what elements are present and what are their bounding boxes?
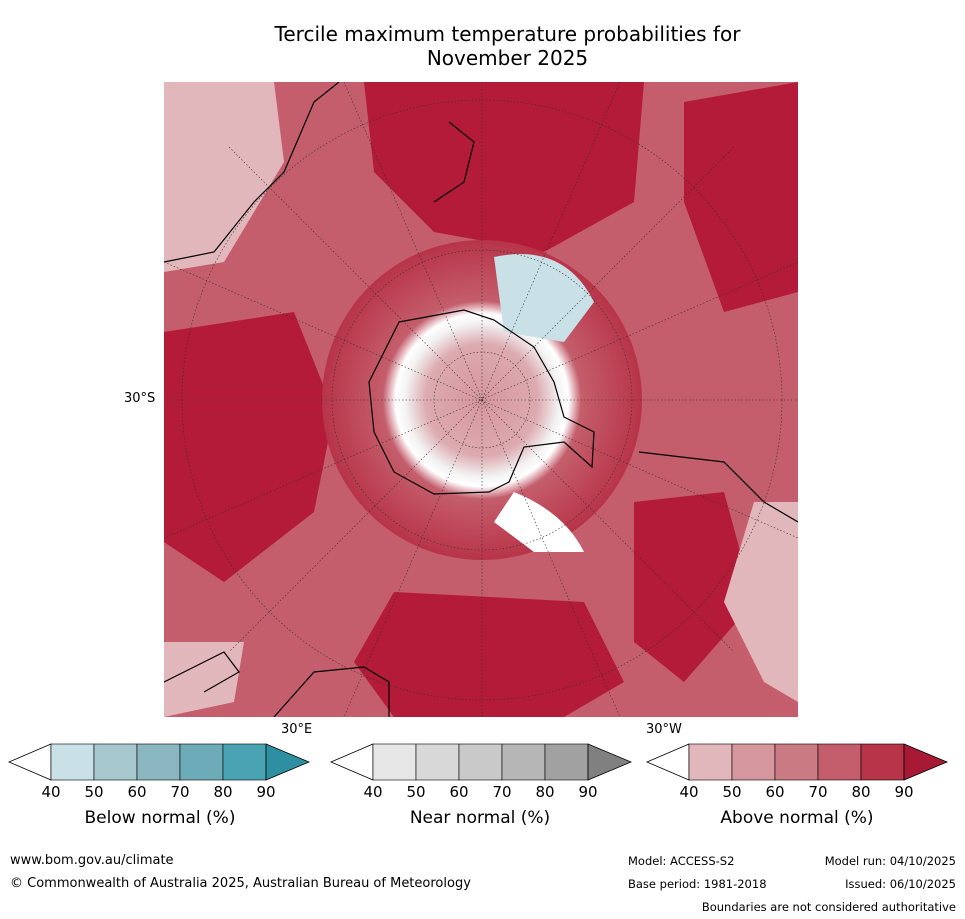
colorbar-above-normal: [646, 743, 948, 781]
footer-url[interactable]: www.bom.gov.au/climate: [10, 853, 174, 868]
colorbar-segment: [93, 743, 138, 781]
colorbar-tick-label: 40: [41, 783, 61, 801]
footer-model: Model: ACCESS-S2: [628, 854, 735, 868]
colorbar-tick-label: 90: [256, 783, 276, 801]
footer-base-period: Base period: 1981-2018: [628, 877, 767, 891]
probability-map: [163, 81, 799, 718]
title-line-1: Tercile maximum temperature probabilitie…: [274, 22, 741, 46]
footer-issued: Issued: 06/10/2025: [845, 877, 956, 891]
colorbar-tick-label: 90: [894, 783, 914, 801]
colorbar-tick-label: 70: [808, 783, 828, 801]
colorbar-tick-label: 50: [84, 783, 104, 801]
colorbar-extend-high: [903, 743, 948, 781]
above-normal-patches: [164, 82, 798, 717]
footer-model-run: Model run: 04/10/2025: [824, 854, 956, 868]
footer-disclaimer: Boundaries are not considered authoritat…: [701, 900, 956, 914]
longitude-east-label: 30°E: [281, 722, 313, 737]
colorbar-tick-label: 80: [535, 783, 555, 801]
colorbar-tick-label: 70: [492, 783, 512, 801]
colorbar-extend-low: [8, 743, 52, 781]
colorbar-segment: [688, 743, 733, 781]
colorbar-segment: [50, 743, 95, 781]
near-normal-patch: [494, 492, 584, 552]
colorbar-segment: [372, 743, 417, 781]
south-america-coast: [638, 451, 799, 523]
south-africa-coast: [273, 666, 390, 718]
colorbar-tick-label: 60: [449, 783, 469, 801]
above-normal-label: Above normal (%): [720, 808, 874, 828]
colorbar-segment: [731, 743, 776, 781]
map-canvas: [163, 81, 799, 718]
colorbar-tick-label: 80: [213, 783, 233, 801]
colorbar-tick-label: 60: [127, 783, 147, 801]
colorbar-segment: [136, 743, 181, 781]
colorbar-tick-label: 70: [170, 783, 190, 801]
colorbar-segment: [222, 743, 267, 781]
below-normal-patch: [494, 254, 594, 342]
colorbar-tick-label: 90: [578, 783, 598, 801]
below-normal-label: Below normal (%): [84, 808, 236, 828]
map-title: Tercile maximum temperature probabilitie…: [200, 22, 815, 70]
africa-coast: [163, 651, 240, 693]
footer-copyright: © Commonwealth of Australia 2025, Austra…: [10, 876, 471, 891]
colorbar-extend-low: [330, 743, 374, 781]
colorbar-segment: [179, 743, 224, 781]
colorbar-segment: [458, 743, 503, 781]
colorbar-segment: [415, 743, 460, 781]
colorbar-below-normal: [8, 743, 310, 781]
colorbar-near-normal: [330, 743, 632, 781]
colorbar-extend-high: [587, 743, 632, 781]
colorbar-segment: [501, 743, 546, 781]
new-zealand-coast: [433, 121, 475, 203]
colorbar-segment: [774, 743, 819, 781]
colorbar-tick-label: 50: [406, 783, 426, 801]
colorbar-extend-low: [646, 743, 690, 781]
colorbar-tick-label: 80: [851, 783, 871, 801]
near-normal-label: Near normal (%): [409, 808, 551, 828]
title-line-2: November 2025: [426, 46, 589, 70]
colorbar-extend-high: [265, 743, 310, 781]
colorbar-tick-label: 40: [679, 783, 699, 801]
longitude-west-label: 30°W: [646, 722, 682, 737]
latitude-label: 30°S: [124, 391, 156, 406]
colorbar-tick-label: 40: [363, 783, 383, 801]
colorbar-segment: [817, 743, 862, 781]
colorbar-tick-label: 60: [765, 783, 785, 801]
graticule: [163, 81, 799, 718]
colorbar-tick-label: 50: [722, 783, 742, 801]
colorbar-segment: [544, 743, 589, 781]
antarctica-outline: [368, 309, 595, 495]
above-normal-light: [164, 82, 798, 717]
colorbar-segment: [860, 743, 905, 781]
